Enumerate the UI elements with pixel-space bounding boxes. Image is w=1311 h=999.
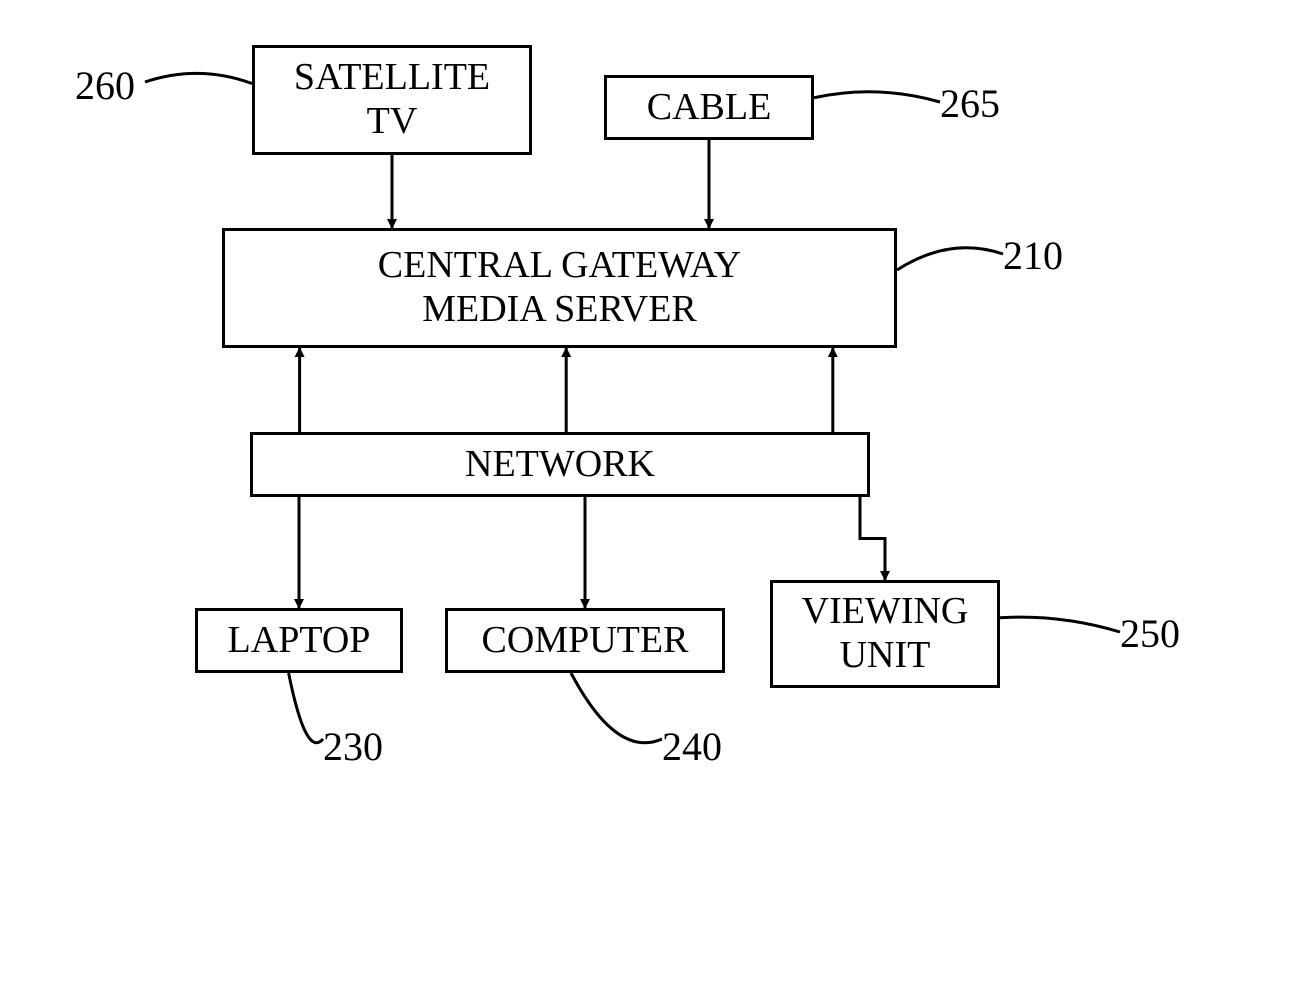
node-cable: CABLE	[604, 75, 814, 140]
ref-r230: 230	[323, 723, 383, 770]
ref-r265: 265	[940, 80, 1000, 127]
node-viewing: VIEWINGUNIT	[770, 580, 1000, 688]
node-network: NETWORK	[250, 432, 870, 497]
diagram-canvas: SATELLITETV CABLE CENTRAL GATEWAYMEDIA SER…	[0, 0, 1311, 999]
ref-r260: 260	[75, 62, 135, 109]
node-satellite: SATELLITETV	[252, 45, 532, 155]
edge-layer	[0, 0, 1311, 999]
node-gateway: CENTRAL GATEWAYMEDIA SERVER	[222, 228, 897, 348]
node-computer: COMPUTER	[445, 608, 725, 673]
ref-r240: 240	[662, 723, 722, 770]
ref-r250: 250	[1120, 610, 1180, 657]
node-laptop: LAPTOP	[195, 608, 403, 673]
ref-r210: 210	[1003, 232, 1063, 279]
